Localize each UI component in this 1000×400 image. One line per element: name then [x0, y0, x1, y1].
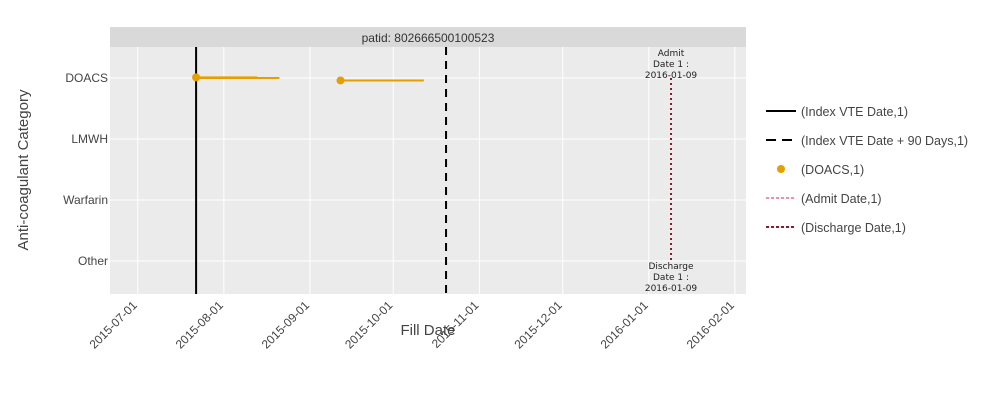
y-tick-label: LMWH: [71, 132, 108, 146]
annotation-line: Date 1 :: [653, 60, 689, 70]
fill-point: [336, 76, 345, 85]
legend: (Index VTE Date,1) (Index VTE Date + 90 D…: [766, 105, 968, 235]
annotation-line: Admit: [658, 49, 685, 59]
x-tick-label: 2015-10-01: [342, 298, 396, 352]
y-axis-title: Anti-coagulant Category: [15, 89, 32, 250]
panel-strip: [110, 27, 746, 47]
x-tick-label: 2015-08-01: [173, 298, 227, 352]
chart-marks: [192, 47, 673, 294]
y-tick-labels: DOACS LMWH Warfarin Other: [63, 71, 108, 268]
x-tick-label: 2015-12-01: [512, 298, 566, 352]
annotation-line: Discharge: [648, 262, 694, 272]
x-tick-label: 2016-02-01: [684, 298, 738, 352]
annotation-line: 2016-01-09: [645, 71, 698, 81]
y-tick-label: Other: [78, 254, 108, 268]
y-tick-label: DOACS: [65, 71, 108, 85]
legend-marker: [777, 165, 785, 173]
legend-label: (DOACS,1): [801, 163, 864, 177]
legend-label: (Index VTE Date,1): [801, 105, 908, 119]
annotation-line: Date 1 :: [653, 273, 689, 283]
x-axis-title: Fill Date: [400, 322, 455, 339]
x-tick-label: 2015-07-01: [87, 298, 141, 352]
annotation-label: Discharge Date 1 :2016-01-09: [645, 262, 698, 294]
x-tick-label: 2016-01-01: [598, 298, 652, 352]
panel-title: patid: 802666500100523: [362, 31, 495, 45]
annotation-line: 2016-01-09: [645, 284, 698, 294]
legend-label: (Admit Date,1): [801, 192, 882, 206]
x-tick-label: 2015-09-01: [259, 298, 313, 352]
grid-lines: [110, 47, 746, 294]
annotation-label: Admit Date 1 :2016-01-09: [645, 49, 698, 81]
plot-panel: [110, 47, 746, 294]
legend-label: (Index VTE Date + 90 Days,1): [801, 134, 968, 148]
y-tick-label: Warfarin: [63, 193, 108, 207]
legend-label: (Discharge Date,1): [801, 221, 906, 235]
fill-point: [192, 73, 201, 82]
